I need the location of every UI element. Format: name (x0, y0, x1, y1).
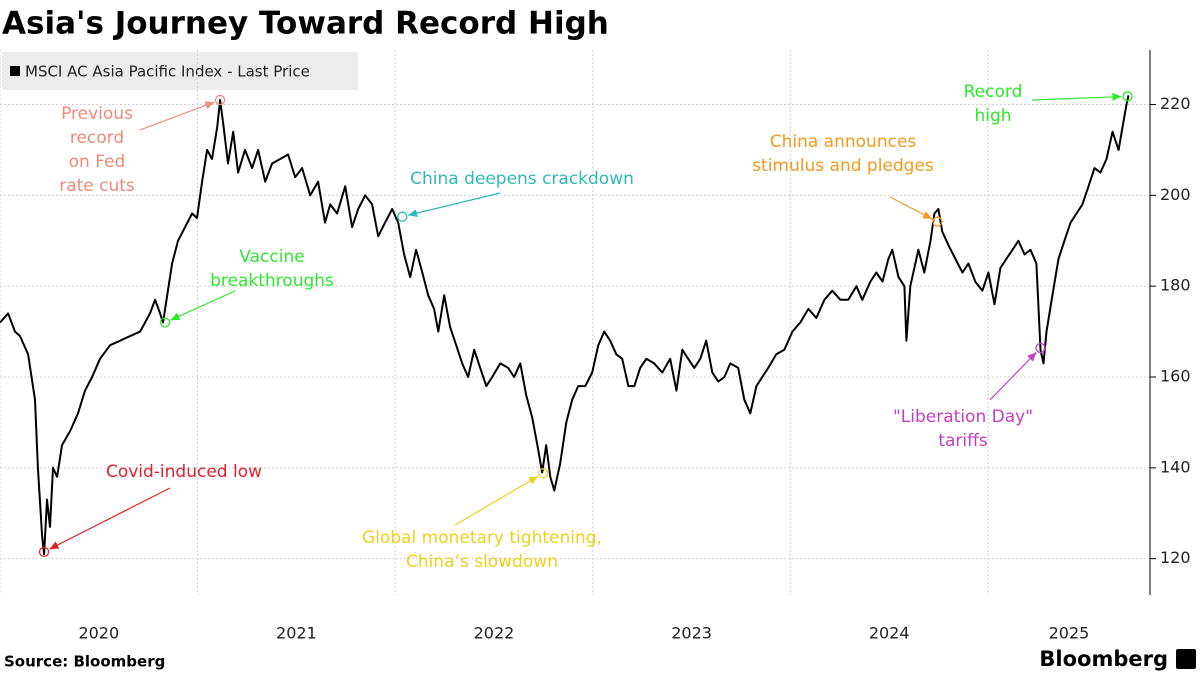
annotation-arrow (1031, 95, 1122, 101)
annotation-point (1035, 342, 1046, 354)
annotation-text: stimulus and pledges (752, 156, 934, 176)
annotation-text: tariffs (938, 431, 988, 451)
y-tick-label: 180 (1160, 276, 1191, 295)
annotation-text: Record (964, 82, 1023, 102)
annotation-text: Previous (61, 104, 133, 124)
annotation-text: "Liberation Day" (893, 407, 1033, 427)
price-line (0, 95, 1130, 556)
annotation-point (159, 317, 171, 328)
arrow-head (922, 211, 933, 219)
brand: Bloomberg (1039, 647, 1168, 671)
y-tick-label: 160 (1160, 367, 1191, 386)
arrow-head (528, 476, 539, 485)
y-tick-label: 140 (1160, 457, 1191, 476)
annotation-point (214, 94, 226, 106)
annotation-text: rate cuts (59, 176, 135, 196)
brand-icon (1176, 649, 1196, 669)
arrow-head (408, 209, 418, 218)
annotation-arrow (139, 101, 215, 131)
annotation-text: Vaccine (239, 247, 304, 267)
x-tick-label: 2020 (78, 624, 119, 643)
annotation-text: record (70, 128, 124, 148)
annotation-arrow (454, 475, 539, 526)
annotation-point (538, 468, 549, 479)
annotation-text: breakthroughs (210, 271, 334, 291)
arrow-head (204, 101, 215, 109)
annotation-text: Global monetary tightening, (362, 528, 602, 548)
y-tick-label: 220 (1160, 94, 1191, 113)
annotation-arrow (407, 192, 501, 216)
x-tick-label: 2022 (474, 624, 515, 643)
annotation-text: China announces (770, 132, 917, 152)
annotation-text: on Fed (69, 152, 126, 172)
annotation-arrow (989, 351, 1037, 401)
annotation-point (38, 546, 50, 558)
arrow-head (170, 312, 181, 321)
x-tick-label: 2023 (671, 624, 712, 643)
annotation-arrow (170, 290, 236, 321)
legend-box (2, 52, 358, 90)
annotation-text: Covid-induced low (106, 462, 262, 482)
legend-label: MSCI AC Asia Pacific Index - Last Price (25, 63, 310, 81)
y-tick-label: 200 (1160, 185, 1191, 204)
y-tick-label: 120 (1160, 548, 1191, 567)
annotation-point (1122, 91, 1133, 102)
annotation-point (397, 211, 408, 222)
x-tick-label: 2021 (276, 624, 317, 643)
arrow-head (49, 541, 60, 550)
legend-swatch (10, 66, 20, 76)
x-tick-label: 2025 (1049, 624, 1090, 643)
source: Source: Bloomberg (4, 653, 165, 671)
x-tick-label: 2024 (869, 624, 910, 643)
annotation-text: China deepens crackdown (410, 169, 634, 189)
arrow-head (1027, 352, 1037, 362)
arrow-head (1112, 92, 1122, 101)
annotation-text: high (974, 106, 1011, 126)
annotation-text: China’s slowdown (406, 552, 558, 572)
chart-title: Asia's Journey Toward Record High (2, 6, 609, 42)
annotation-arrow (49, 487, 171, 550)
annotation-point (932, 216, 943, 227)
